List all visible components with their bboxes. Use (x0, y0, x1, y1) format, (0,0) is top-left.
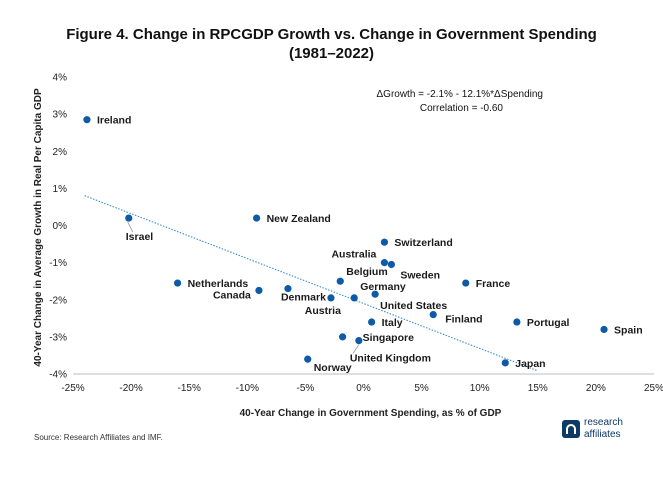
point-label-portugal: Portugal (527, 317, 570, 329)
point-label-australia: Australia (331, 249, 376, 261)
point-label-belgium: Belgium (346, 266, 387, 278)
data-point-ireland (83, 116, 91, 124)
y-tick-label: 2% (53, 147, 68, 158)
point-label-singapore: Singapore (363, 332, 415, 344)
data-point-italy (368, 318, 376, 326)
point-label-new-zealand: New Zealand (267, 213, 331, 225)
data-point-switzerland (380, 238, 389, 246)
y-tick-label: 1% (53, 184, 68, 195)
data-point-norway (304, 355, 312, 363)
data-point-netherlands (173, 279, 182, 287)
y-tick-label: 3% (53, 110, 68, 121)
point-label-israel: Israel (126, 231, 154, 243)
data-point-canada (255, 286, 263, 295)
logo-text-line1: research (584, 417, 623, 428)
data-point-sweden (387, 260, 395, 269)
data-point-finland (429, 311, 437, 319)
y-tick-label: 0% (53, 221, 68, 232)
point-label-japan: Japan (515, 358, 545, 370)
point-label-spain: Spain (614, 324, 643, 336)
y-tick-label: -1% (49, 258, 67, 269)
point-label-italy: Italy (382, 317, 403, 329)
data-point-france (462, 279, 470, 287)
data-point-austria (327, 294, 335, 302)
point-label-switzerland: Switzerland (394, 237, 452, 249)
data-point-spain (600, 325, 608, 334)
x-tick-label: -10% (236, 383, 259, 394)
point-label-canada: Canada (213, 289, 251, 301)
point-label-france: France (476, 278, 511, 290)
x-tick-label: 5% (414, 383, 429, 394)
data-point-australia (380, 259, 389, 267)
data-point-denmark (284, 285, 292, 293)
data-point-united-states (371, 290, 379, 298)
research-affiliates-logo: research affiliates (562, 417, 642, 443)
leader-line-united-kingdom (352, 344, 360, 354)
point-label-ireland: Ireland (97, 115, 131, 127)
data-point-new-zealand (252, 214, 261, 222)
y-tick-label: 4% (53, 73, 68, 84)
x-tick-label: 10% (470, 383, 490, 394)
data-point-belgium (336, 277, 344, 285)
logo-mark-icon (562, 420, 580, 438)
point-label-finland: Finland (445, 314, 482, 326)
x-tick-label: -15% (178, 383, 201, 394)
y-tick-label: -3% (49, 332, 67, 343)
x-tick-label: 0% (356, 383, 371, 394)
leader-line-israel (127, 221, 134, 233)
data-point-israel (125, 214, 133, 222)
chart-subtitle: (1981–2022) (288, 45, 375, 62)
y-axis-title: 40-Year Change in Average Growth in Real… (33, 88, 44, 367)
point-label-norway: Norway (314, 362, 352, 374)
point-label-germany: Germany (360, 281, 406, 293)
y-tick-label: -4% (49, 370, 67, 381)
x-tick-label: -5% (297, 383, 315, 394)
logo-text-line2: affiliates (584, 429, 621, 440)
y-tick-label: -2% (49, 295, 67, 306)
x-tick-label: -25% (61, 383, 84, 394)
point-label-sweden: Sweden (400, 269, 440, 281)
point-label-denmark: Denmark (281, 292, 326, 304)
x-tick-label: -20% (119, 383, 142, 394)
x-tick-label: 25% (644, 383, 663, 394)
chart-title: Figure 4. Change in RPCGDP Growth vs. Ch… (66, 26, 597, 43)
point-label-netherlands: Netherlands (188, 278, 249, 290)
source-note: Source: Research Affiliates and IMF. (34, 433, 163, 442)
x-tick-label: 20% (586, 383, 606, 394)
x-axis-title: 40-Year Change in Government Spending, a… (240, 408, 502, 419)
x-tick-label: 15% (528, 383, 548, 394)
point-label-united-kingdom: United Kingdom (350, 353, 431, 365)
point-label-austria: Austria (305, 305, 341, 317)
data-point-singapore (338, 333, 347, 341)
data-point-portugal (513, 318, 521, 326)
point-label-united-states: United States (380, 300, 447, 312)
data-point-united-kingdom (355, 336, 363, 345)
data-point-japan (501, 359, 509, 367)
correlation-label: Correlation = -0.60 (420, 103, 504, 114)
regression-equation: ΔGrowth = -2.1% - 12.1%*ΔSpending (376, 89, 543, 100)
data-point-germany (350, 294, 358, 302)
